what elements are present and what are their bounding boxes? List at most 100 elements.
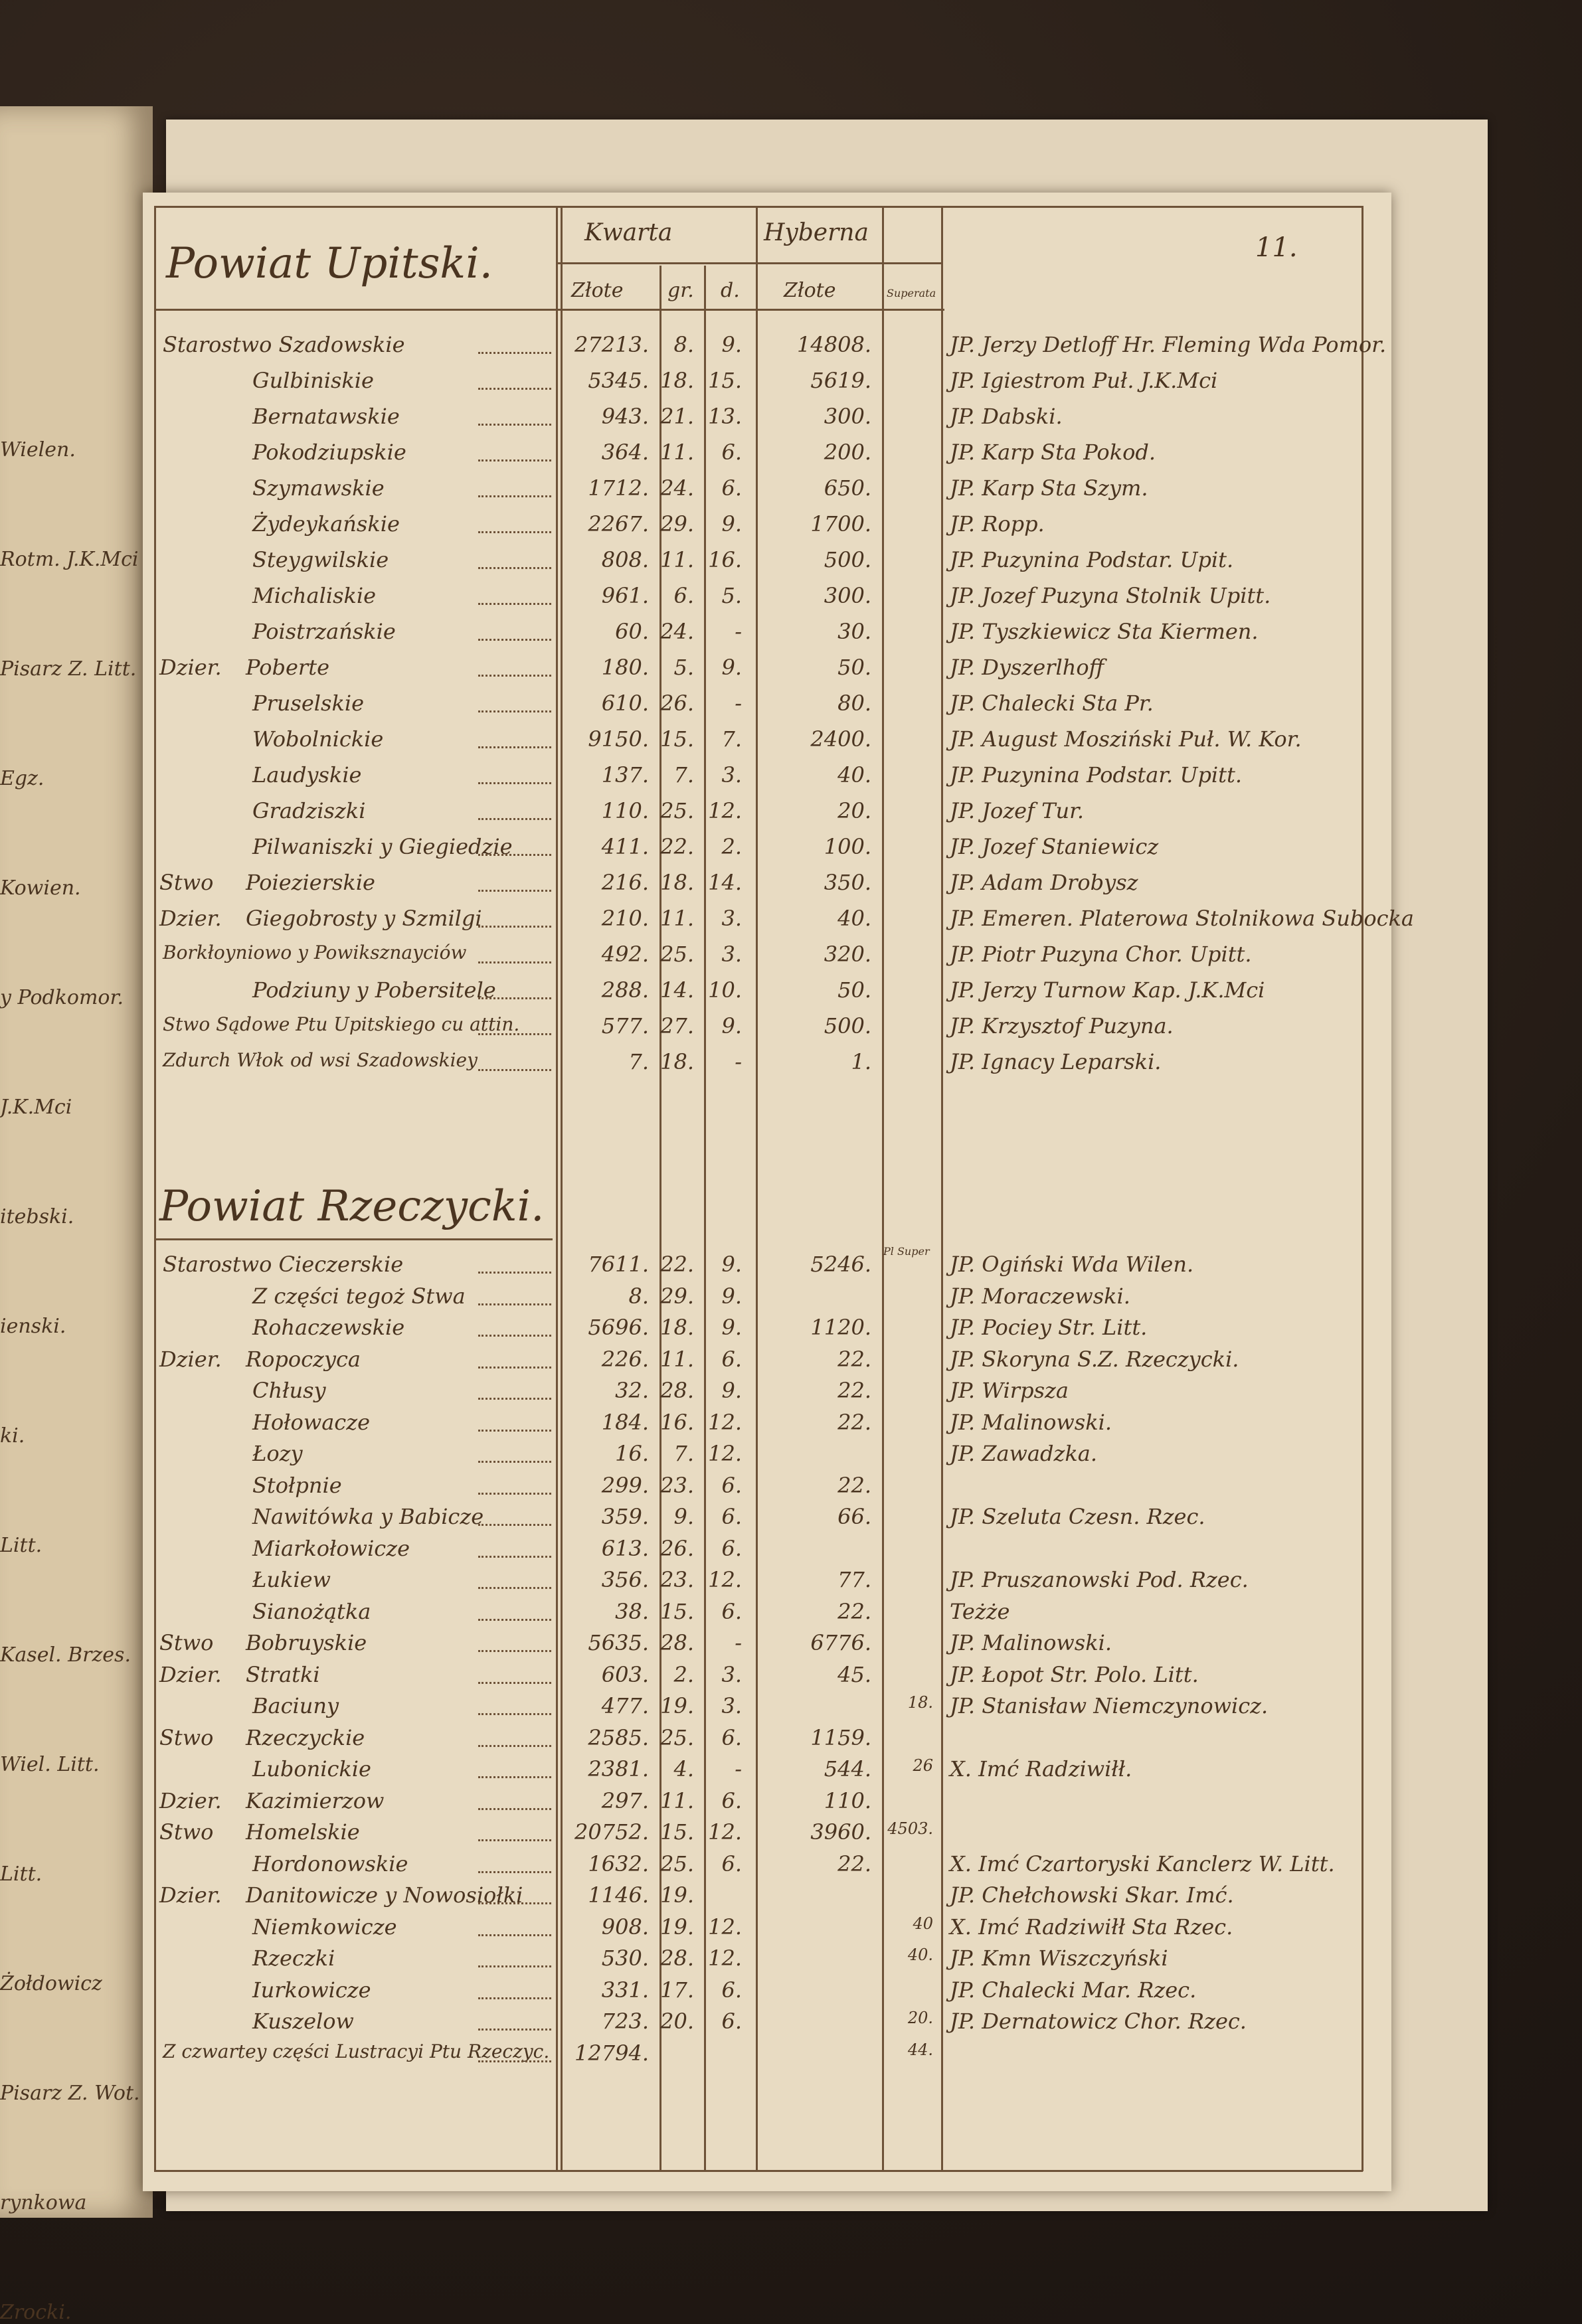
row-label: Poistrzańskie bbox=[252, 619, 396, 644]
left-page-text: Pisarz Z. Wot. bbox=[0, 2082, 140, 2105]
cell-gr: 25. bbox=[660, 1724, 694, 1750]
left-page-text: Egz. bbox=[0, 767, 44, 790]
cell-gr: 16. bbox=[660, 1409, 694, 1435]
cell-d: 9. bbox=[721, 1252, 742, 1277]
row-label: Giegobrosty y Szmilgi bbox=[246, 906, 482, 931]
cell-gr: 28. bbox=[660, 1630, 694, 1655]
row-holder: JP. Pruszanowski Pod. Rzec. bbox=[950, 1567, 1249, 1592]
row-label: Rohaczewskie bbox=[252, 1315, 405, 1340]
right-margin-rule bbox=[1362, 206, 1363, 2171]
row-holder: X. Imć Radziwiłł Sta Rzec. bbox=[950, 1914, 1233, 1940]
column-rule bbox=[659, 266, 661, 2171]
left-page-text: ki. bbox=[0, 1424, 25, 1448]
dot-leader bbox=[478, 890, 551, 892]
row-label: Niemkowicze bbox=[252, 1914, 397, 1940]
row-label: Poberte bbox=[246, 655, 330, 680]
dot-leader bbox=[478, 675, 551, 677]
cell-hyb: 22. bbox=[837, 1598, 871, 1624]
row-label: Laudyskie bbox=[252, 762, 362, 788]
dot-leader bbox=[478, 1429, 551, 1432]
cell-zl: 297. bbox=[601, 1787, 649, 1813]
row-holder: JP. Malinowski. bbox=[950, 1409, 1112, 1435]
cell-zl: 2267. bbox=[588, 511, 649, 537]
cell-hyb: 2400. bbox=[810, 726, 871, 752]
dot-leader bbox=[478, 1524, 551, 1526]
cell-d: 12. bbox=[708, 1914, 742, 1940]
cell-gr: 27. bbox=[660, 1013, 694, 1038]
cell-gr: 23. bbox=[660, 1472, 694, 1498]
row-prefix: Stwo bbox=[159, 1819, 214, 1845]
cell-hyb: 650. bbox=[824, 475, 871, 501]
row-label: Miarkołowicze bbox=[252, 1535, 410, 1561]
dot-leader bbox=[478, 459, 551, 461]
row-label: Nawitówka y Babicze bbox=[252, 1504, 484, 1529]
dot-leader bbox=[478, 854, 551, 856]
column-rule bbox=[882, 206, 884, 2171]
cell-gr: 18. bbox=[660, 1315, 694, 1340]
dot-leader bbox=[478, 1033, 551, 1035]
cell-hyb: 14808. bbox=[797, 332, 871, 357]
column-rule bbox=[561, 206, 563, 2171]
row-label: Łozy bbox=[252, 1441, 303, 1466]
row-holder: JP. Pociey Str. Litt. bbox=[950, 1315, 1148, 1340]
dot-leader bbox=[478, 1272, 551, 1274]
row-label: Danitowicze y Nowosiołki bbox=[246, 1882, 523, 1908]
row-holder: JP. Jerzy Detloff Hr. Fleming Wda Pomor. bbox=[950, 332, 1387, 357]
row-label: Ropoczyca bbox=[246, 1346, 361, 1372]
cell-gr: 28. bbox=[660, 1378, 694, 1403]
dot-leader bbox=[478, 1398, 551, 1400]
cell-gr: 29. bbox=[660, 511, 694, 537]
row-prefix: Dzier. bbox=[159, 906, 222, 931]
cell-hyb: 1159. bbox=[810, 1724, 871, 1750]
dot-leader bbox=[478, 1366, 551, 1369]
cell-d: - bbox=[735, 1630, 742, 1655]
dot-leader bbox=[478, 531, 551, 533]
dot-leader bbox=[478, 818, 551, 820]
left-page-text: Zrocki. bbox=[0, 2301, 72, 2324]
row-label: Z części tegoż Stwa bbox=[252, 1283, 466, 1309]
row-holder: JP. Ogiński Wda Wilen. bbox=[950, 1252, 1194, 1277]
row-label: Stołpnie bbox=[252, 1472, 342, 1498]
cell-d: 3. bbox=[721, 762, 742, 788]
cell-zl: 808. bbox=[601, 547, 649, 572]
dot-leader bbox=[478, 1902, 551, 1904]
cell-d: 6. bbox=[721, 440, 742, 465]
cell-gr: 18. bbox=[660, 368, 694, 393]
dot-leader bbox=[478, 1461, 551, 1463]
dot-leader bbox=[478, 1744, 551, 1747]
cell-hyb: 22. bbox=[837, 1378, 871, 1403]
cell-gr: 26. bbox=[660, 1535, 694, 1561]
cell-gr: 23. bbox=[660, 1567, 694, 1592]
cell-sup: 44. bbox=[907, 2040, 933, 2059]
cell-hyb: 1700. bbox=[810, 511, 871, 537]
row-label: Hordonowskie bbox=[252, 1851, 408, 1876]
header-rule bbox=[154, 309, 944, 311]
dot-leader bbox=[478, 1870, 551, 1873]
cell-gr: 20. bbox=[660, 2009, 694, 2034]
cell-hyb: 1. bbox=[851, 1049, 871, 1074]
row-label: Hołowacze bbox=[252, 1409, 370, 1435]
row-label: Pokodziupskie bbox=[252, 440, 406, 465]
cell-zl: 723. bbox=[601, 2009, 649, 2034]
cell-hyb: 3960. bbox=[810, 1819, 871, 1845]
cell-hyb: 350. bbox=[824, 870, 871, 895]
cell-hyb: 20. bbox=[837, 798, 871, 823]
row-label: Pilwaniszki y Giegiedzie bbox=[252, 834, 513, 859]
cell-gr: 25. bbox=[660, 1851, 694, 1876]
header-superata: Superata bbox=[887, 287, 936, 299]
cell-d: 5. bbox=[721, 583, 742, 608]
row-prefix: Dzier. bbox=[159, 655, 222, 680]
cell-sup: 40. bbox=[907, 1946, 933, 1964]
cell-gr: 7. bbox=[673, 1441, 694, 1466]
left-page-text: y Podkomor. bbox=[0, 986, 124, 1009]
row-prefix: Stwo bbox=[159, 1630, 214, 1655]
dot-leader bbox=[478, 495, 551, 497]
cell-gr: 24. bbox=[660, 475, 694, 501]
cell-d: 13. bbox=[708, 404, 742, 429]
cell-gr: 19. bbox=[660, 1693, 694, 1718]
cell-zl: 8. bbox=[628, 1283, 649, 1309]
row-label: Lubonickie bbox=[252, 1756, 371, 1782]
header-gr: gr. bbox=[667, 279, 694, 302]
cell-zl: 299. bbox=[601, 1472, 649, 1498]
dot-leader bbox=[478, 388, 551, 390]
